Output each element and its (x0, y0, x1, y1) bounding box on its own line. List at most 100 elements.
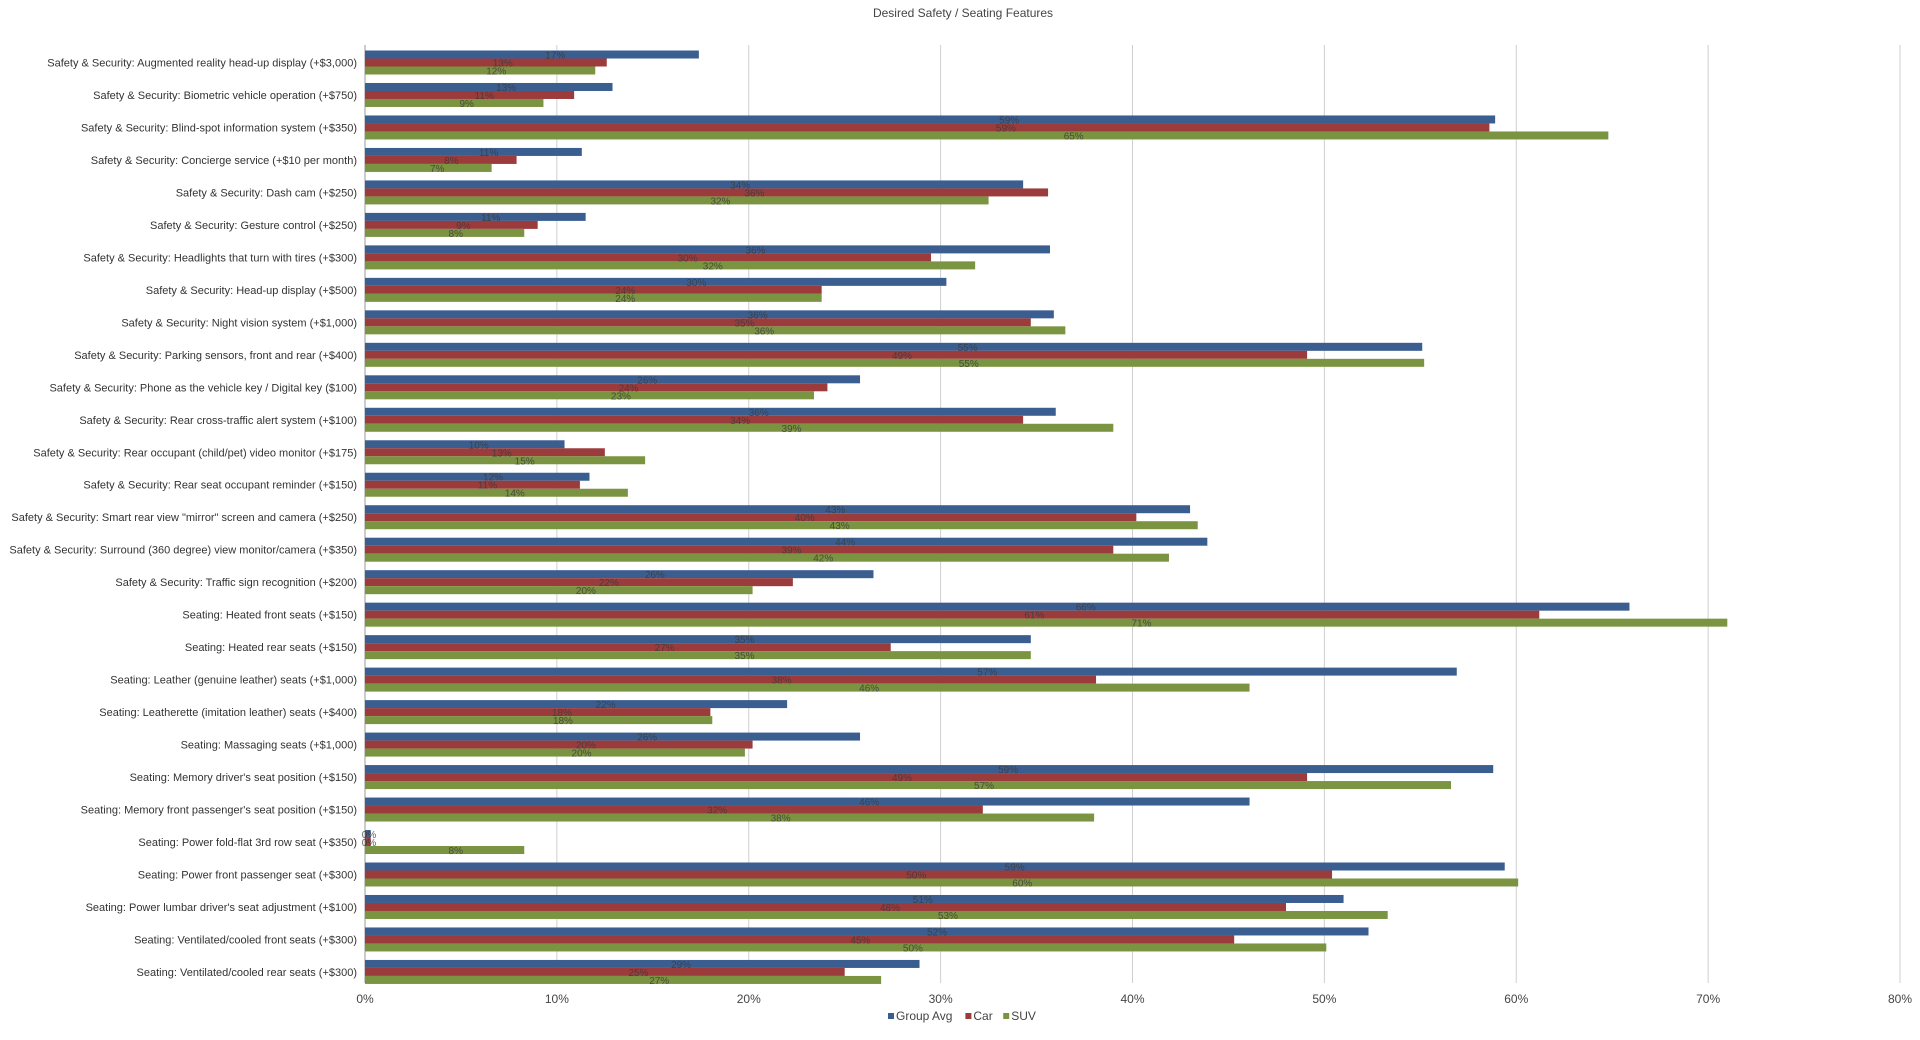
bar (365, 228, 525, 237)
data-label: 36% (749, 408, 769, 419)
data-label: 25% (628, 968, 648, 979)
data-label: 22% (599, 578, 619, 589)
x-tick-label: 30% (929, 992, 953, 1006)
legend-swatch (1003, 1013, 1010, 1019)
data-label: 24% (619, 383, 639, 394)
data-label: 24% (615, 286, 635, 297)
data-label: 30% (686, 278, 706, 289)
bar (365, 602, 1630, 611)
bar (365, 440, 565, 449)
data-label: 39% (782, 546, 802, 557)
data-label: 26% (645, 570, 665, 581)
bar (365, 813, 1095, 822)
bar (365, 578, 793, 587)
bar (365, 943, 1327, 952)
legend: Group Avg Car SUV (888, 1009, 1036, 1023)
bar (365, 50, 699, 59)
bar (365, 480, 580, 489)
category-label: Seating: Leatherette (imitation leather)… (99, 707, 357, 719)
legend-label: Group Avg (896, 1009, 952, 1023)
data-label: 18% (553, 716, 573, 727)
data-label: 12% (486, 67, 506, 78)
data-label: 40% (795, 513, 815, 524)
bar (365, 391, 814, 400)
bar (365, 545, 1114, 554)
category-label: Safety & Security: Rear cross-traffic al… (79, 415, 357, 427)
bar (365, 870, 1333, 879)
data-label: 8% (449, 846, 464, 857)
data-label: 32% (710, 196, 730, 207)
data-label: 26% (637, 375, 657, 386)
category-label: Seating: Leather (genuine leather) seats… (110, 675, 357, 687)
data-label: 26% (637, 733, 657, 744)
data-label: 27% (655, 643, 675, 654)
data-label: 38% (771, 814, 791, 825)
data-label: 59% (998, 765, 1018, 776)
data-label: 11% (478, 481, 497, 492)
bar (365, 846, 525, 855)
data-label: 45% (850, 935, 870, 946)
data-label: 55% (958, 343, 978, 354)
category-label: Seating: Memory front passenger's seat p… (81, 805, 357, 817)
bar (365, 700, 788, 709)
data-label: 9% (456, 221, 471, 232)
bar (365, 358, 1425, 367)
bar (365, 667, 1457, 676)
bar (365, 975, 882, 984)
bar (365, 513, 1137, 522)
bar (365, 310, 1054, 319)
bar (365, 927, 1369, 936)
data-label: 50% (903, 943, 923, 954)
bar (365, 683, 1250, 692)
category-label: Seating: Ventilated/cooled rear seats (+… (137, 967, 357, 979)
bar (365, 553, 1169, 562)
x-tick-label: 50% (1312, 992, 1336, 1006)
bar (365, 805, 983, 814)
data-label: 30% (678, 253, 698, 264)
data-label: 9% (459, 99, 474, 110)
bar (365, 610, 1540, 619)
data-labels: 17%13%12%13%11%9%59%59%65%11%8%7%34%36%3… (362, 51, 1152, 987)
data-label: 66% (1076, 603, 1096, 614)
legend-label: Car (973, 1009, 992, 1023)
data-label: 0% (362, 838, 377, 849)
data-label: 34% (730, 416, 750, 427)
category-labels: Safety & Security: Augmented reality hea… (9, 58, 357, 979)
category-label: Safety & Security: Rear seat occupant re… (83, 480, 357, 492)
x-tick-label: 40% (1120, 992, 1144, 1006)
data-label: 50% (906, 871, 926, 882)
data-label: 18% (552, 708, 572, 719)
data-label: 46% (859, 798, 879, 809)
data-label: 29% (671, 960, 691, 971)
data-label: 8% (449, 229, 464, 240)
data-label: 12% (483, 473, 503, 484)
data-label: 36% (745, 245, 765, 256)
data-label: 57% (977, 668, 997, 679)
data-label: 13% (493, 59, 513, 70)
bar (365, 505, 1191, 514)
data-label: 7% (430, 164, 445, 175)
data-label: 42% (813, 554, 833, 565)
bar (365, 910, 1388, 919)
bar (365, 708, 711, 717)
bar (365, 878, 1519, 887)
bar (365, 902, 1286, 911)
data-label: 38% (772, 676, 792, 687)
bar (365, 163, 492, 172)
category-label: Safety & Security: Night vision system (… (121, 317, 357, 329)
legend-swatch (965, 1013, 972, 1019)
legend-label: SUV (1011, 1009, 1036, 1023)
data-label: 49% (892, 351, 912, 362)
data-label: 11% (481, 213, 500, 224)
category-label: Safety & Security: Gesture control (+$25… (150, 220, 357, 232)
data-label: 20% (572, 749, 592, 760)
bar (365, 180, 1024, 189)
category-label: Seating: Power front passenger seat (+$3… (138, 870, 357, 882)
bar (365, 651, 1031, 660)
data-label: 27% (649, 976, 669, 987)
bar (365, 732, 861, 741)
bar (365, 196, 989, 205)
data-label: 20% (576, 586, 596, 597)
bar (365, 350, 1308, 359)
